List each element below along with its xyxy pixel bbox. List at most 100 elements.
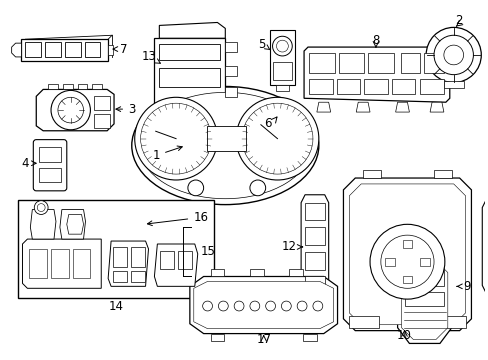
Polygon shape [36, 89, 114, 131]
Bar [210, 334, 224, 342]
Circle shape [234, 301, 244, 311]
Circle shape [249, 301, 259, 311]
Polygon shape [60, 210, 85, 239]
Polygon shape [348, 184, 465, 325]
Bar [45, 42, 61, 57]
Circle shape [141, 103, 211, 174]
Circle shape [297, 301, 306, 311]
Bar [275, 85, 289, 91]
Bar [160, 251, 174, 269]
Bar [272, 62, 292, 80]
Polygon shape [429, 102, 443, 112]
Bar [305, 276, 324, 294]
Bar [92, 85, 102, 89]
Bar [405, 265, 443, 286]
Bar [39, 168, 61, 182]
FancyBboxPatch shape [33, 140, 67, 191]
Polygon shape [304, 47, 449, 102]
Bar [39, 147, 61, 162]
Polygon shape [154, 244, 197, 286]
Bar [367, 53, 393, 73]
Polygon shape [67, 215, 83, 234]
Ellipse shape [131, 86, 318, 204]
Ellipse shape [273, 102, 285, 120]
Bar [249, 269, 263, 276]
Circle shape [242, 103, 312, 174]
Circle shape [369, 224, 444, 299]
Bar [225, 66, 237, 76]
Ellipse shape [139, 93, 311, 199]
Bar [348, 316, 378, 328]
Text: 1: 1 [152, 146, 182, 162]
Polygon shape [193, 282, 333, 329]
Bar [48, 85, 58, 89]
Text: 13: 13 [142, 50, 160, 63]
Bar [94, 114, 110, 128]
Circle shape [37, 204, 45, 212]
Circle shape [272, 36, 292, 56]
Text: 11: 11 [0, 359, 1, 360]
Circle shape [34, 201, 48, 215]
Bar [305, 203, 324, 220]
Polygon shape [316, 102, 330, 112]
Circle shape [135, 97, 217, 180]
Circle shape [380, 235, 433, 288]
Bar [159, 44, 220, 60]
Bar [113, 271, 126, 282]
Circle shape [312, 301, 322, 311]
Circle shape [236, 97, 318, 180]
Text: 5: 5 [258, 38, 270, 51]
Bar [113, 247, 126, 267]
Bar [210, 269, 224, 276]
Bar [65, 42, 81, 57]
Circle shape [187, 180, 203, 196]
Circle shape [218, 301, 228, 311]
Text: 16: 16 [147, 211, 208, 226]
Bar [484, 263, 488, 282]
Polygon shape [481, 200, 488, 293]
Bar [308, 78, 332, 94]
Bar [305, 252, 324, 270]
Bar [130, 271, 144, 282]
Circle shape [433, 35, 472, 75]
Text: 4: 4 [21, 157, 36, 170]
Bar [84, 42, 100, 57]
Circle shape [443, 45, 463, 65]
Bar [21, 39, 108, 61]
Polygon shape [356, 102, 369, 112]
Bar [159, 68, 220, 87]
Bar [423, 53, 443, 73]
Ellipse shape [269, 97, 289, 125]
Circle shape [265, 301, 275, 311]
Polygon shape [301, 195, 328, 303]
Circle shape [425, 27, 480, 82]
Circle shape [249, 180, 265, 196]
Bar [303, 334, 316, 342]
Circle shape [276, 40, 288, 52]
Bar [73, 249, 90, 278]
Text: 3: 3 [116, 103, 135, 116]
Bar [269, 30, 295, 85]
Polygon shape [12, 43, 21, 57]
Circle shape [281, 301, 291, 311]
Bar [305, 227, 324, 245]
Polygon shape [395, 102, 408, 112]
Text: 14: 14 [108, 300, 123, 312]
Bar [178, 251, 191, 269]
Bar [391, 78, 414, 94]
Bar [63, 85, 73, 89]
Bar [51, 249, 69, 278]
Polygon shape [401, 261, 447, 339]
Bar [308, 53, 334, 73]
Bar [433, 170, 451, 178]
Bar [29, 249, 47, 278]
Bar [419, 258, 429, 266]
Text: 9: 9 [456, 280, 469, 293]
Bar [435, 316, 465, 328]
Polygon shape [30, 210, 56, 239]
Bar [402, 240, 411, 248]
Polygon shape [343, 178, 470, 330]
Text: 17: 17 [256, 333, 271, 346]
Bar [225, 42, 237, 52]
Text: 10: 10 [396, 329, 411, 342]
